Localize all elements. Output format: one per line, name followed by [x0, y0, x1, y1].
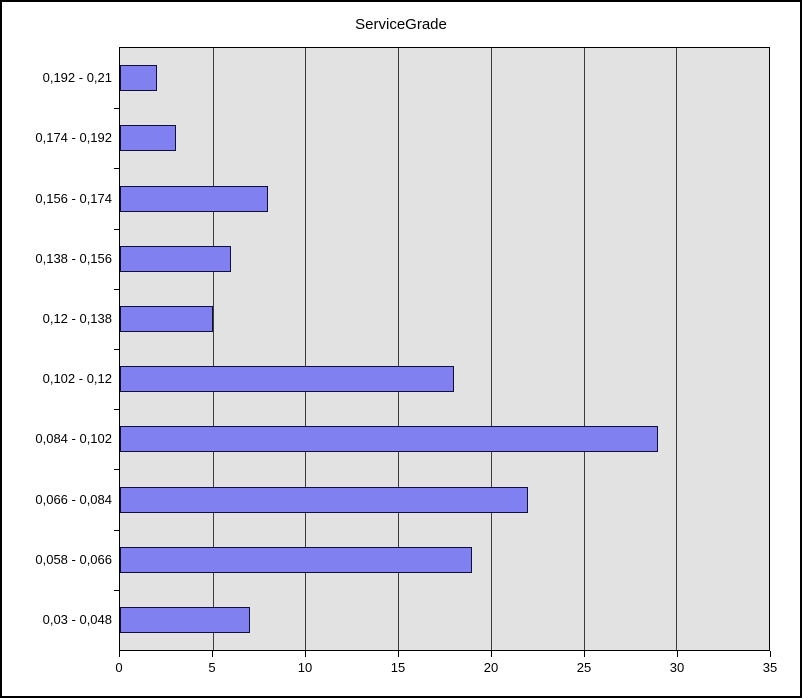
x-axis-tick-15	[398, 651, 399, 657]
gridline-25	[584, 48, 585, 650]
category-label: 0,156 - 0,174	[35, 191, 112, 206]
gridline-10	[305, 48, 306, 650]
x-axis-label-25: 25	[576, 660, 592, 675]
category-label: 0,174 - 0,192	[35, 130, 112, 145]
x-axis-label-0: 0	[115, 660, 123, 675]
y-axis-tick	[114, 229, 119, 230]
bar-row-1	[120, 125, 176, 151]
x-axis-label-20: 20	[483, 660, 499, 675]
x-axis-label-10: 10	[297, 660, 313, 675]
bar-row-3	[120, 246, 231, 272]
bar-row-2	[120, 186, 268, 212]
x-axis-tick-25	[584, 651, 585, 657]
x-axis-tick-10	[305, 651, 306, 657]
x-axis-tick-20	[491, 651, 492, 657]
category-label: 0,102 - 0,12	[42, 371, 112, 386]
x-axis-label-35: 35	[762, 660, 778, 675]
bar-row-7	[120, 487, 528, 513]
gridline-5	[213, 48, 214, 650]
x-axis-tick-0	[119, 651, 120, 657]
x-axis-tick-30	[677, 651, 678, 657]
y-axis-tick	[114, 168, 119, 169]
y-axis-tick	[114, 469, 119, 470]
x-axis-tick-5	[212, 651, 213, 657]
bar-row-4	[120, 306, 213, 332]
gridline-30	[676, 48, 677, 650]
bar-row-8	[120, 547, 472, 573]
plot-area	[119, 47, 770, 651]
bar-row-6	[120, 426, 658, 452]
y-axis-tick	[114, 349, 119, 350]
category-label: 0,192 - 0,21	[42, 70, 112, 85]
category-label: 0,12 - 0,138	[42, 311, 112, 326]
category-label: 0,03 - 0,048	[42, 612, 112, 627]
category-label: 0,138 - 0,156	[35, 251, 112, 266]
category-label: 0,084 - 0,102	[35, 431, 112, 446]
gridline-20	[491, 48, 492, 650]
bar-row-0	[120, 65, 157, 91]
y-axis-tick	[114, 108, 119, 109]
y-axis-tick	[114, 590, 119, 591]
category-label: 0,066 - 0,084	[35, 492, 112, 507]
x-axis-tick-35	[770, 651, 771, 657]
x-axis-label-5: 5	[208, 660, 216, 675]
chart-title: ServiceGrade	[355, 16, 447, 33]
y-axis-tick	[114, 530, 119, 531]
category-label: 0,058 - 0,066	[35, 552, 112, 567]
x-axis-label-30: 30	[669, 660, 685, 675]
x-axis-label-15: 15	[390, 660, 406, 675]
bar-row-5	[120, 366, 454, 392]
gridline-15	[398, 48, 399, 650]
y-axis-tick	[114, 409, 119, 410]
y-axis-tick	[114, 289, 119, 290]
bar-row-9	[120, 607, 250, 633]
